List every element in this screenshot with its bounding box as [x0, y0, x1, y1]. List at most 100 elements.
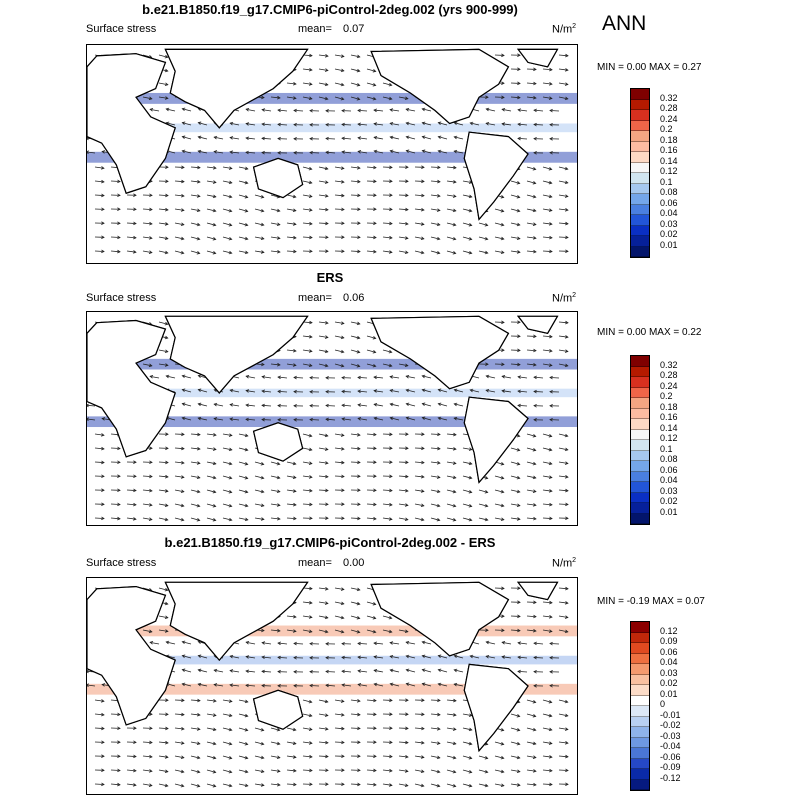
colorbar-tick-label: 0.32 [660, 359, 678, 370]
colorbar-swatch [631, 769, 649, 780]
colorbar-tick-label: 0.01 [660, 688, 678, 699]
panel-2-mean-label: mean= [298, 292, 332, 304]
colorbar-swatch [631, 429, 649, 440]
panel-2-title: ERS [316, 270, 344, 285]
colorbar-tick-label: 0.03 [660, 485, 678, 496]
colorbar-swatch [631, 356, 649, 367]
colorbar-swatch [631, 366, 649, 377]
colorbar-swatch [631, 131, 649, 142]
colorbar-tick-label: -0.03 [660, 730, 681, 741]
colorbar-swatch [631, 779, 649, 790]
colorbar-swatch [631, 622, 649, 633]
colorbar-swatch [631, 440, 649, 451]
colorbar-swatch [631, 215, 649, 226]
panel-3-title: b.e21.B1850.f19_g17.CMIP6-piControl-2deg… [164, 535, 496, 550]
colorbar-tick-label: 0.12 [660, 625, 678, 636]
panel-1-minmax: MIN = 0.00 MAX = 0.27 [597, 62, 702, 73]
panel-3-units: N/m2 [552, 557, 577, 570]
colorbar-swatch [631, 152, 649, 163]
colorbar-swatch [631, 120, 649, 131]
panel-2-minmax: MIN = 0.00 MAX = 0.22 [597, 327, 702, 338]
map-graphic [87, 578, 577, 794]
colorbar-swatch [631, 471, 649, 482]
colorbar-tick-label: 0.09 [660, 636, 678, 646]
colorbar-swatch [631, 513, 649, 524]
colorbar-tick-label: 0.24 [660, 380, 678, 391]
panel-2-units: N/m2 [552, 292, 577, 305]
colorbar-tick-label: 0.16 [660, 145, 678, 155]
panel-3-mean-value: 0.00 [343, 557, 365, 569]
colorbar-tick-label: 0.1 [660, 443, 673, 454]
map-graphic [87, 312, 577, 525]
panel-3-colorbar [630, 621, 650, 791]
colorbar-tick-label: 0.01 [660, 239, 678, 250]
panel-3-variable-label: Surface stress [86, 557, 157, 569]
panel-1-colorbar [630, 88, 650, 258]
panel-1-mean-value: 0.07 [343, 23, 365, 35]
colorbar-swatch [631, 99, 649, 110]
colorbar-tick-label: 0.02 [660, 496, 678, 506]
colorbar-swatch [631, 141, 649, 152]
panel-3-minmax: MIN = -0.19 MAX = 0.07 [597, 596, 705, 607]
colorbar-tick-label: 0.03 [660, 667, 678, 678]
colorbar-swatch [631, 482, 649, 493]
colorbar-tick-label: 0.03 [660, 218, 678, 229]
colorbar-tick-label: 0.18 [660, 401, 678, 412]
colorbar-swatch [631, 503, 649, 514]
panel-2-colorbar [630, 355, 650, 525]
colorbar-tick-label: 0.2 [660, 124, 673, 134]
colorbar-swatch [631, 204, 649, 215]
panel-2-variable-label: Surface stress [86, 292, 157, 304]
colorbar-swatch [631, 225, 649, 236]
colorbar-tick-label: -0.01 [660, 709, 681, 720]
colorbar-tick-label: -0.09 [660, 762, 681, 772]
colorbar-swatch [631, 236, 649, 247]
colorbar-tick-label: 0.32 [660, 92, 678, 103]
colorbar-swatch [631, 632, 649, 643]
colorbar-tick-label: 0.08 [660, 187, 678, 197]
colorbar-tick-label: -0.06 [660, 751, 681, 762]
colorbar-tick-label: 0.01 [660, 506, 678, 517]
colorbar-tick-label: 0.04 [660, 208, 678, 218]
season-label: ANN [602, 12, 647, 35]
colorbar-swatch [631, 110, 649, 121]
colorbar-tick-label: 0.28 [660, 103, 678, 113]
colorbar-tick-label: 0.1 [660, 176, 673, 187]
colorbar-tick-label: 0.28 [660, 370, 678, 380]
colorbar-swatch [631, 461, 649, 472]
colorbar-swatch [631, 162, 649, 173]
panel-1-title: b.e21.B1850.f19_g17.CMIP6-piControl-2deg… [142, 2, 518, 17]
colorbar-swatch [631, 685, 649, 696]
panel-3-map [86, 577, 578, 795]
colorbar-swatch [631, 194, 649, 205]
panel-1-mean-label: mean= [298, 23, 332, 35]
colorbar-swatch [631, 450, 649, 461]
panel-1-variable-label: Surface stress [86, 23, 157, 35]
colorbar-swatch [631, 419, 649, 430]
colorbar-swatch [631, 727, 649, 738]
colorbar-tick-label: 0.2 [660, 391, 673, 401]
colorbar-tick-label: 0.14 [660, 155, 678, 166]
colorbar-tick-label: 0.08 [660, 454, 678, 464]
colorbar-tick-label: 0.04 [660, 657, 678, 667]
colorbar-swatch [631, 664, 649, 675]
colorbar-swatch [631, 737, 649, 748]
colorbar-swatch [631, 387, 649, 398]
panel-3-mean-label: mean= [298, 557, 332, 569]
colorbar-swatch [631, 89, 649, 100]
colorbar-tick-label: 0.12 [660, 166, 678, 176]
colorbar-tick-label: -0.04 [660, 741, 681, 751]
colorbar-tick-label: 0.24 [660, 113, 678, 124]
map-graphic [87, 45, 577, 263]
colorbar-tick-label: -0.02 [660, 720, 681, 730]
colorbar-swatch [631, 377, 649, 388]
colorbar-tick-label: 0.12 [660, 433, 678, 443]
panel-1-map [86, 44, 578, 264]
colorbar-swatch [631, 398, 649, 409]
colorbar-swatch [631, 748, 649, 759]
colorbar-swatch [631, 183, 649, 194]
colorbar-swatch [631, 674, 649, 685]
colorbar-tick-label: 0.18 [660, 134, 678, 145]
colorbar-tick-label: 0 [660, 699, 666, 709]
colorbar-tick-label: 0.06 [660, 464, 678, 475]
